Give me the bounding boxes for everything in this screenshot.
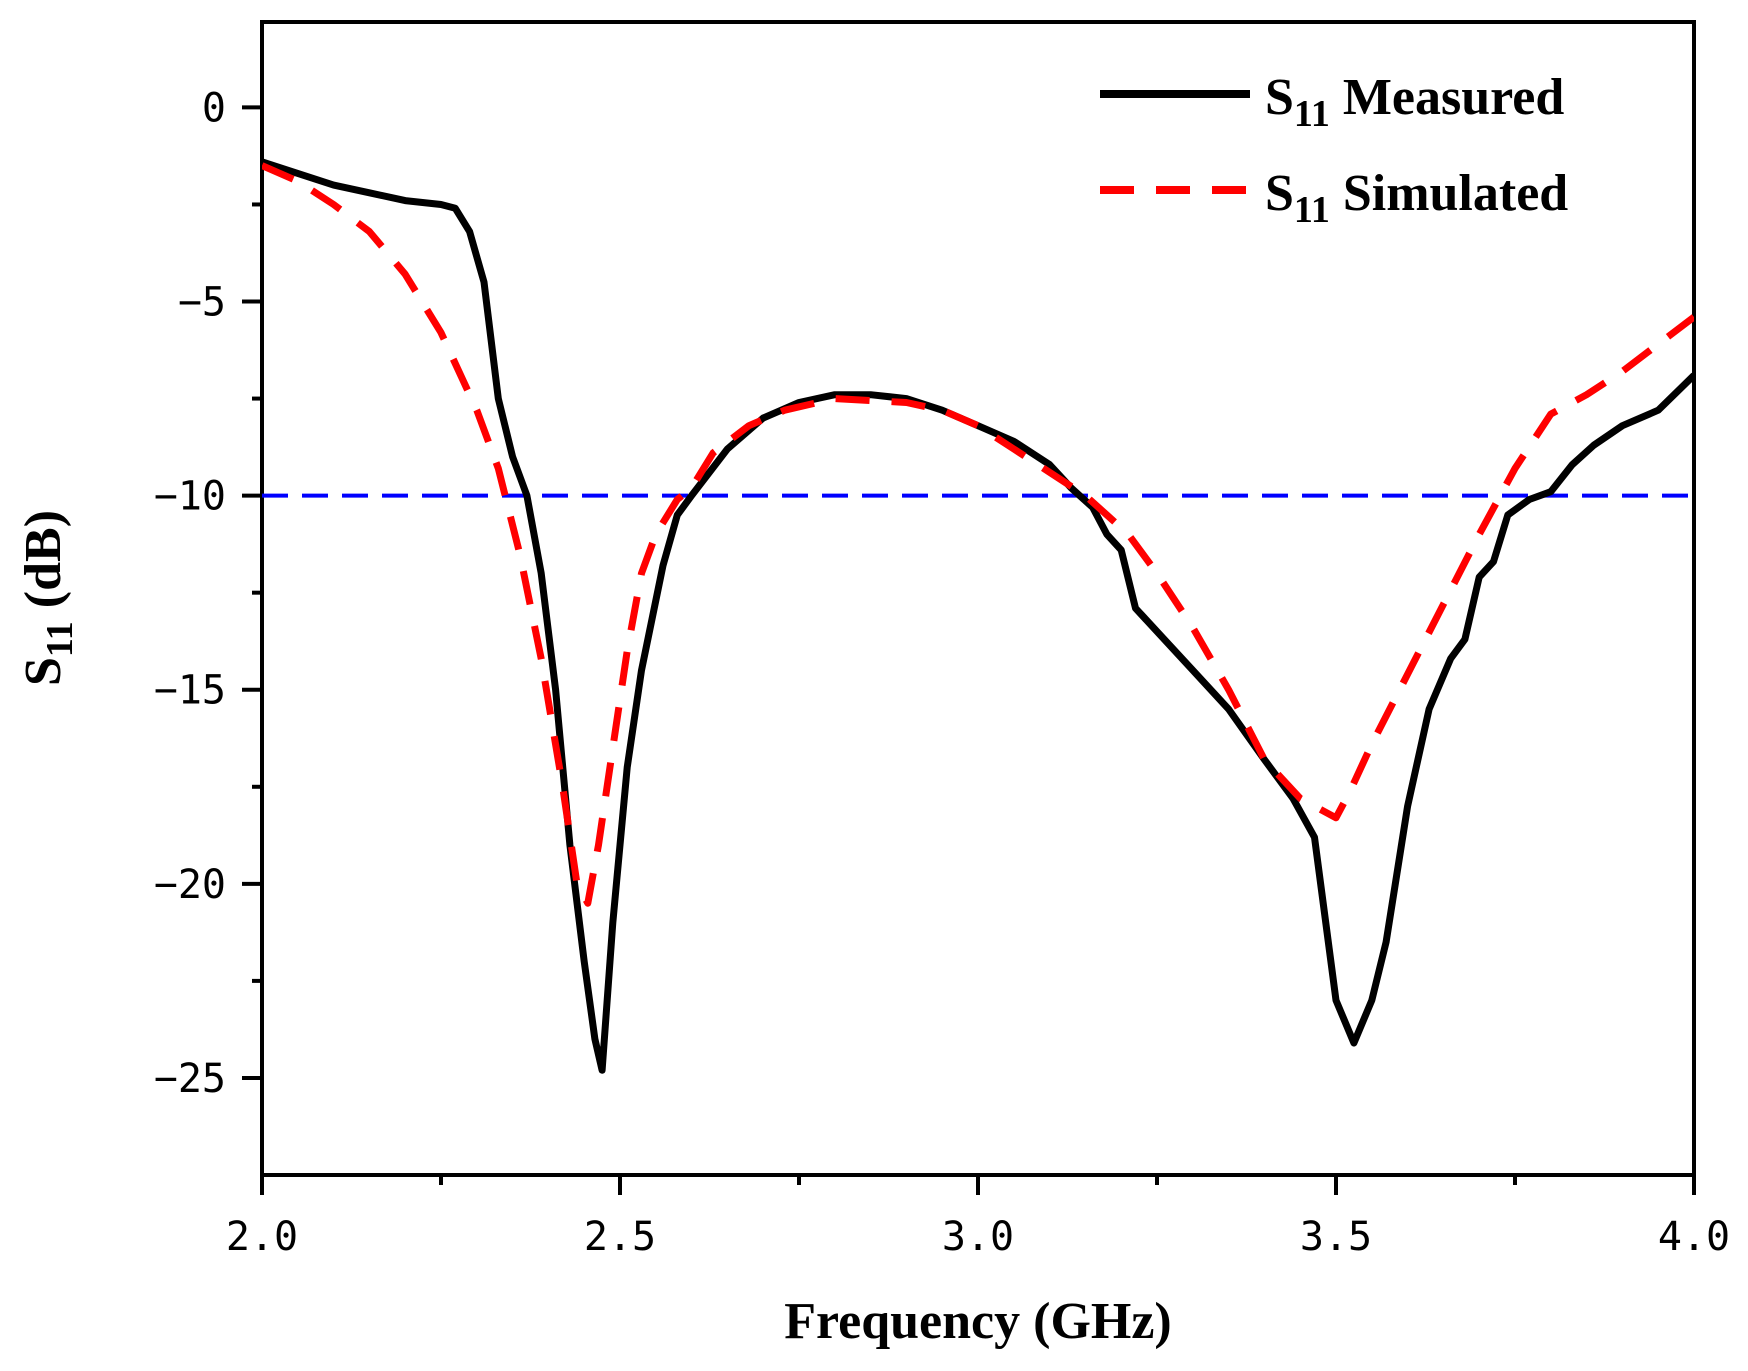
x-tick-label: 3.5 xyxy=(1300,1214,1372,1260)
legend-measured-main: S xyxy=(1265,69,1294,126)
y-tick-label: 0 xyxy=(202,85,226,131)
y-tick-label: −10 xyxy=(154,474,226,520)
legend-simulated-main: S xyxy=(1265,165,1294,222)
legend-label-simulated: S11 Simulated xyxy=(1265,165,1568,231)
axis-tick-labels: 2.0 2.5 3.0 3.5 4.0 0 −5 −10 −15 −20 −25 xyxy=(154,85,1730,1260)
y-tick-label: −5 xyxy=(178,280,226,326)
legend: S11 Measured S11 Simulated xyxy=(1100,69,1568,231)
x-tick-label: 2.0 xyxy=(226,1214,298,1260)
y-axis-title-main: S xyxy=(15,657,72,686)
series-line-simulated xyxy=(262,162,1694,907)
x-tick-label: 4.0 xyxy=(1658,1214,1730,1260)
legend-label-measured: S11 Measured xyxy=(1265,69,1564,135)
legend-measured-suffix: Measured xyxy=(1330,69,1565,126)
y-tick-label: −25 xyxy=(154,1056,226,1102)
legend-measured-subscript: 11 xyxy=(1294,93,1330,135)
y-axis-title-suffix: (dB) xyxy=(15,510,72,621)
y-tick-label: −20 xyxy=(154,862,226,908)
x-tick-label: 2.5 xyxy=(584,1214,656,1260)
y-axis-title-subscript: 11 xyxy=(39,621,81,657)
y-tick-label: −15 xyxy=(154,668,226,714)
legend-simulated-suffix: Simulated xyxy=(1330,165,1568,222)
legend-simulated-subscript: 11 xyxy=(1294,189,1330,231)
x-axis-title: Frequency (GHz) xyxy=(784,1293,1172,1350)
y-axis-title: S11 (dB) xyxy=(15,510,81,686)
series-line-measured xyxy=(262,158,1694,1074)
series-layer xyxy=(262,158,1694,1074)
axis-ticks xyxy=(242,105,1696,1195)
x-tick-label: 3.0 xyxy=(942,1214,1014,1260)
